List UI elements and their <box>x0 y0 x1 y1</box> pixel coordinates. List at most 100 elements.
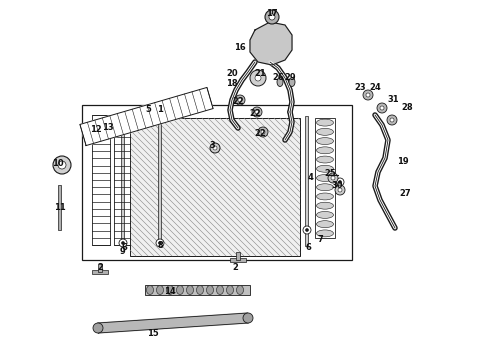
Circle shape <box>252 107 262 117</box>
Text: 5: 5 <box>145 105 151 114</box>
Ellipse shape <box>277 77 283 86</box>
Circle shape <box>338 188 342 192</box>
Text: 1: 1 <box>157 105 163 114</box>
Ellipse shape <box>176 285 183 294</box>
Ellipse shape <box>317 193 334 200</box>
Circle shape <box>305 229 309 231</box>
Circle shape <box>93 323 103 333</box>
Bar <box>114 115 130 245</box>
Ellipse shape <box>147 285 153 294</box>
Ellipse shape <box>317 138 334 144</box>
Text: 15: 15 <box>147 328 159 338</box>
Text: 20: 20 <box>226 68 238 77</box>
Circle shape <box>156 239 164 247</box>
Circle shape <box>303 226 311 234</box>
Circle shape <box>250 70 266 86</box>
Text: 12: 12 <box>90 126 102 135</box>
Text: 23: 23 <box>354 82 366 91</box>
Circle shape <box>255 110 259 114</box>
Bar <box>92 115 110 245</box>
Circle shape <box>255 75 261 81</box>
Circle shape <box>390 118 394 122</box>
Text: 11: 11 <box>54 203 66 212</box>
Circle shape <box>339 180 342 184</box>
Text: 22: 22 <box>254 129 266 138</box>
Bar <box>305 116 308 246</box>
Text: 6: 6 <box>121 243 127 252</box>
Circle shape <box>366 93 370 97</box>
Text: 24: 24 <box>369 82 381 91</box>
Text: 4: 4 <box>307 174 313 183</box>
Bar <box>158 116 161 246</box>
Ellipse shape <box>317 119 334 126</box>
Ellipse shape <box>167 285 173 294</box>
Text: 22: 22 <box>232 96 244 105</box>
Text: 9: 9 <box>119 248 125 256</box>
Circle shape <box>331 176 335 180</box>
Bar <box>121 116 124 246</box>
Ellipse shape <box>317 202 334 209</box>
Bar <box>98 264 102 272</box>
Text: 13: 13 <box>102 122 114 131</box>
Polygon shape <box>98 313 248 333</box>
Ellipse shape <box>187 285 194 294</box>
Ellipse shape <box>317 230 334 237</box>
Polygon shape <box>250 22 292 65</box>
Circle shape <box>363 90 373 100</box>
Text: 10: 10 <box>52 158 64 167</box>
Bar <box>230 258 246 262</box>
Text: 8: 8 <box>157 240 163 249</box>
Text: 18: 18 <box>226 78 238 87</box>
Circle shape <box>119 239 127 247</box>
Circle shape <box>261 130 265 134</box>
Circle shape <box>238 98 242 102</box>
Circle shape <box>335 185 345 195</box>
Circle shape <box>387 115 397 125</box>
Text: 25: 25 <box>324 168 336 177</box>
Ellipse shape <box>317 147 334 154</box>
Text: 21: 21 <box>254 68 266 77</box>
Text: 2: 2 <box>232 264 238 273</box>
Text: 31: 31 <box>387 95 399 104</box>
Circle shape <box>258 127 268 137</box>
Circle shape <box>210 143 220 153</box>
Text: 19: 19 <box>397 158 409 166</box>
Text: 6: 6 <box>305 243 311 252</box>
Bar <box>58 185 61 230</box>
Circle shape <box>336 178 344 186</box>
Ellipse shape <box>317 184 334 191</box>
Ellipse shape <box>226 285 234 294</box>
Bar <box>92 270 108 274</box>
Text: 28: 28 <box>401 103 413 112</box>
Ellipse shape <box>317 221 334 228</box>
Circle shape <box>122 242 124 244</box>
Ellipse shape <box>237 285 244 294</box>
Ellipse shape <box>317 211 334 219</box>
Circle shape <box>269 14 275 20</box>
Text: 17: 17 <box>266 9 278 18</box>
Ellipse shape <box>156 285 164 294</box>
Ellipse shape <box>206 285 214 294</box>
Text: 16: 16 <box>234 42 246 51</box>
Bar <box>315 118 335 238</box>
Ellipse shape <box>217 285 223 294</box>
Text: 27: 27 <box>399 189 411 198</box>
Text: 7: 7 <box>317 235 323 244</box>
Polygon shape <box>80 87 213 145</box>
Bar <box>145 285 250 295</box>
Circle shape <box>213 146 217 150</box>
Bar <box>236 252 240 260</box>
Circle shape <box>380 106 384 110</box>
Ellipse shape <box>289 77 295 86</box>
Circle shape <box>58 161 66 169</box>
Circle shape <box>235 95 245 105</box>
Circle shape <box>158 242 162 244</box>
Circle shape <box>265 10 279 24</box>
Text: 22: 22 <box>249 108 261 117</box>
Ellipse shape <box>317 175 334 181</box>
Bar <box>130 118 300 256</box>
Text: 14: 14 <box>164 288 176 297</box>
Circle shape <box>243 313 253 323</box>
Circle shape <box>328 173 338 183</box>
Text: 26: 26 <box>272 72 284 81</box>
